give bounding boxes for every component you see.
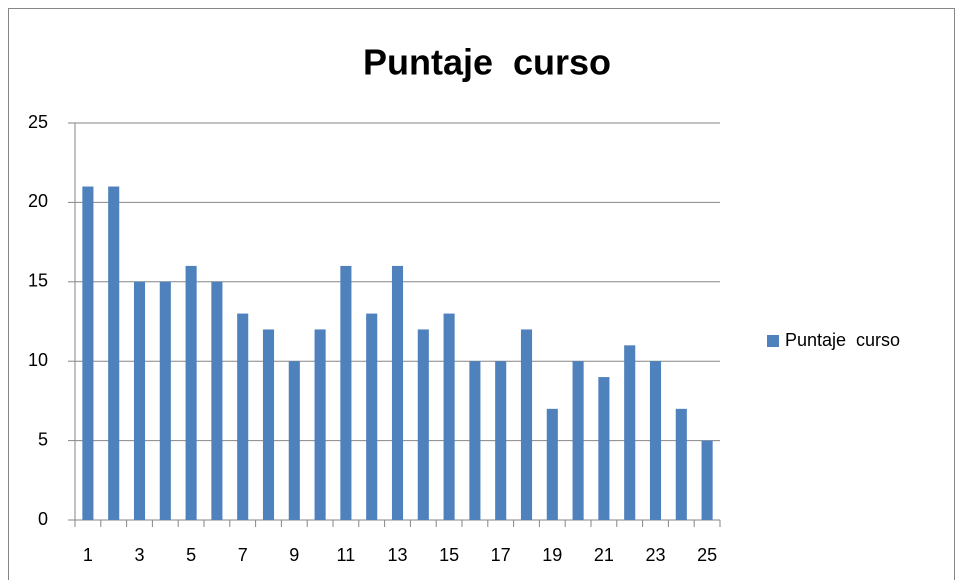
bar [288,361,300,520]
bar [417,329,429,520]
chart-title: Puntaje curso [363,42,611,83]
bar [237,313,249,520]
y-tick-label: 0 [38,509,48,529]
bar [262,329,275,520]
bar [159,281,171,520]
x-tick-label: 7 [238,545,248,565]
bar [520,329,533,520]
bar [624,345,636,520]
y-tick-label: 20 [28,191,48,211]
bar [82,186,94,520]
bar [649,361,662,520]
bar [185,265,197,520]
x-tick-label: 3 [134,545,144,565]
bar [340,265,352,520]
x-tick-label: 11 [337,545,356,565]
x-tick-label: 9 [289,545,299,565]
x-tick-label: 21 [594,545,614,565]
bar [133,281,146,520]
bar [366,313,378,520]
chart-frame [8,8,955,580]
x-tick-label: 17 [491,545,511,565]
bar [443,313,455,520]
y-tick-label: 10 [28,350,48,370]
bar [598,377,610,520]
y-tick-label: 25 [28,112,48,132]
x-tick-label: 1 [83,545,93,565]
bar [572,361,584,520]
bar [108,186,120,520]
legend-label: Puntaje curso [785,330,900,350]
legend-swatch [767,335,779,347]
bar [675,408,687,520]
y-tick-label: 5 [38,429,48,449]
x-tick-label: 5 [186,545,196,565]
x-tick-label: 19 [542,545,562,565]
bar [391,265,404,520]
x-tick-label: 13 [387,545,407,565]
bar [314,329,326,520]
bar [211,281,223,520]
bar [469,361,481,520]
x-tick-label: 15 [439,545,459,565]
bar [546,408,558,520]
y-tick-label: 15 [28,271,48,291]
x-tick-label: 25 [697,545,717,565]
x-tick-label: 23 [645,545,665,565]
bar [495,361,507,520]
bar [701,440,713,520]
